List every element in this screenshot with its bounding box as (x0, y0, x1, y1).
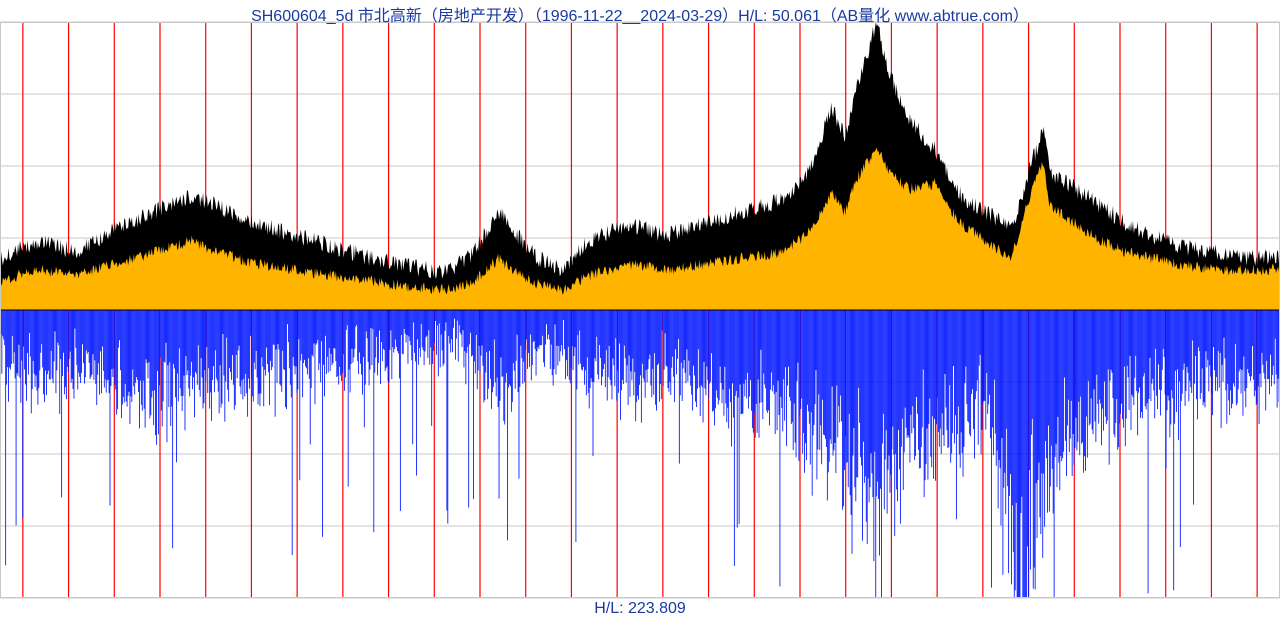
chart-title-bottom: H/L: 223.809 (0, 600, 1280, 618)
chart-title-top: SH600604_5d 市北高新（房地产开发）（1996-11-22__2024… (0, 2, 1280, 26)
stock-chart: SH600604_5d 市北高新（房地产开发）（1996-11-22__2024… (0, 0, 1280, 620)
chart-plot-area (0, 0, 1280, 620)
